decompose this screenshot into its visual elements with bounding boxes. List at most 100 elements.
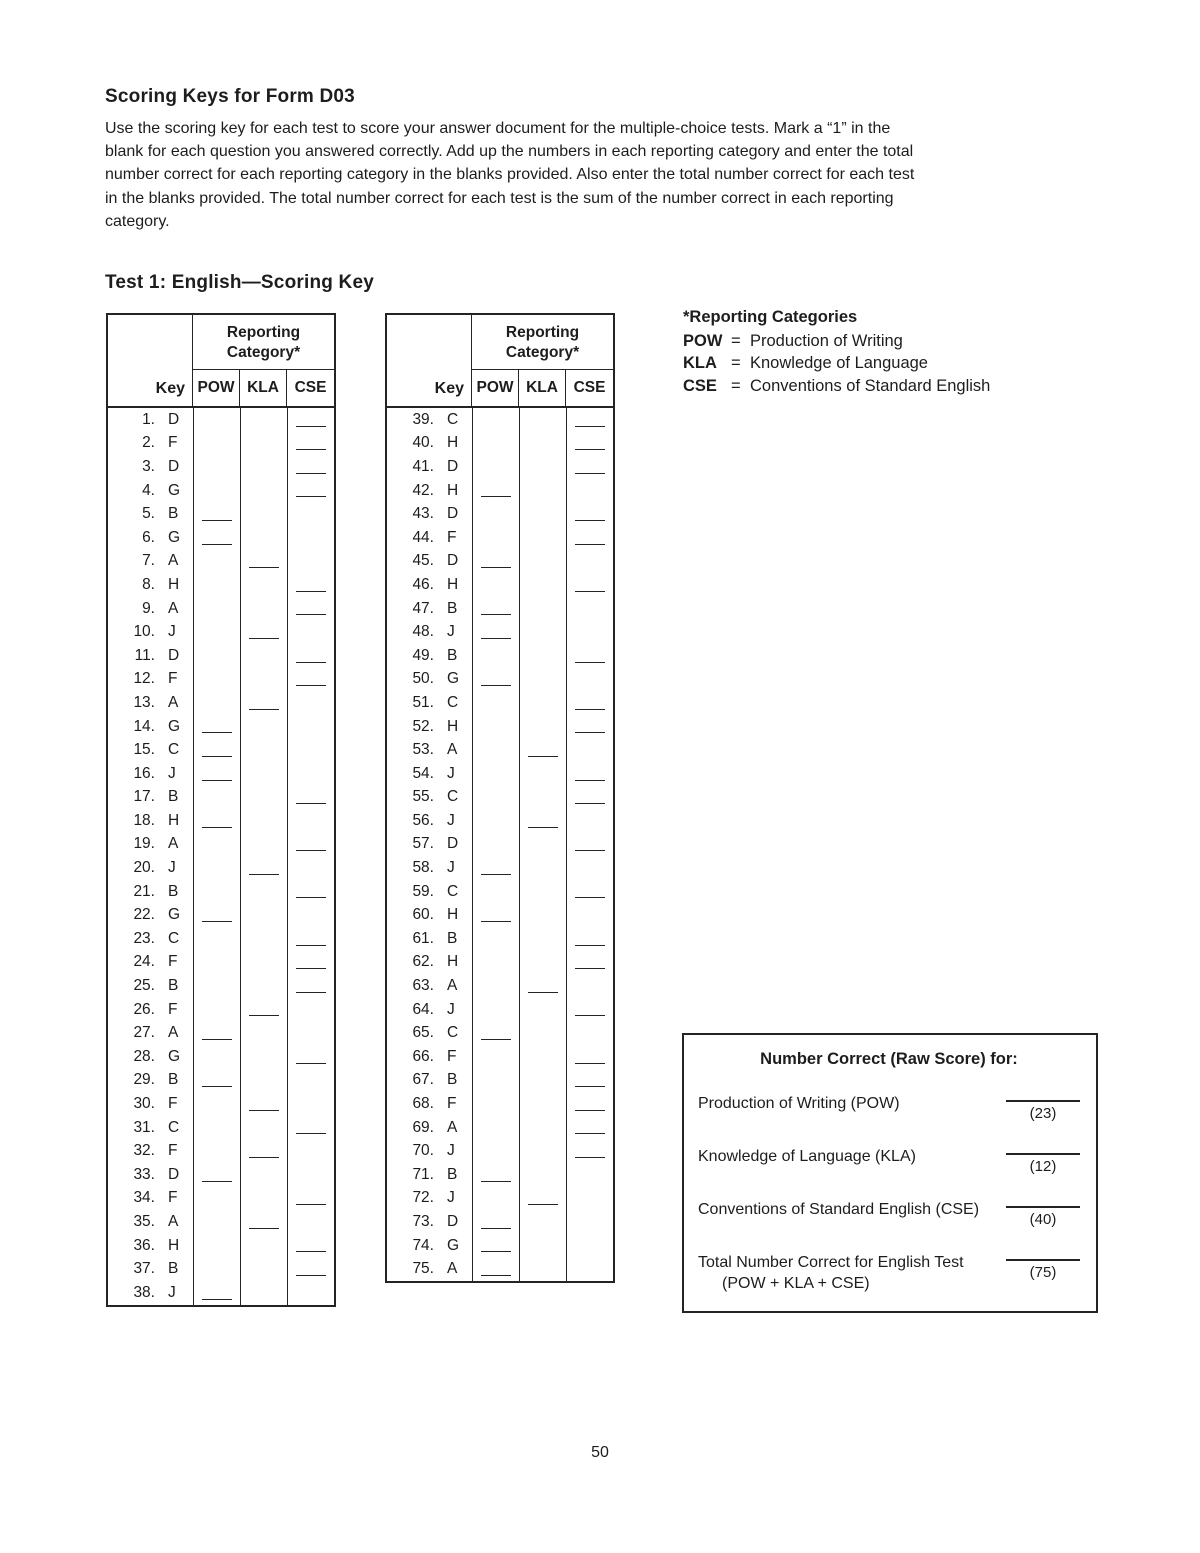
question-number: 69. [412, 1118, 434, 1136]
category-cell-cse [567, 432, 613, 456]
answer-letter: G [168, 906, 181, 924]
question-number: 12. [133, 670, 155, 688]
category-cell-kla [241, 1092, 288, 1116]
answer-letter: G [168, 481, 181, 499]
score-blank-line [481, 496, 511, 498]
score-blank-line [481, 1274, 511, 1276]
score-blank-line [249, 567, 279, 569]
question-key-cell: 6. G [108, 525, 194, 550]
question-key-cell: 58. J [387, 856, 473, 880]
raw-score-row-kla: Knowledge of Language (KLA) (12) [698, 1137, 1080, 1175]
category-cell-pow [194, 974, 241, 998]
answer-letter: F [447, 528, 457, 546]
answer-letter: A [447, 977, 458, 995]
category-cell-kla [520, 974, 567, 998]
question-number: 23. [133, 929, 155, 947]
question-key-cell: 43. D [387, 502, 473, 526]
key-row: 4. G [108, 478, 334, 503]
question-number: 64. [412, 1000, 434, 1018]
category-cell-cse [288, 1281, 334, 1305]
category-cell-pow [194, 1233, 241, 1258]
score-blank-line [575, 968, 605, 970]
category-cell-pow [473, 691, 520, 715]
answer-letter: H [168, 1236, 180, 1254]
category-cell-cse [567, 597, 613, 621]
answer-letter: B [447, 1165, 458, 1183]
equals-sign: = [731, 376, 741, 395]
category-cell-pow [194, 549, 241, 574]
score-blank-line [481, 614, 511, 616]
answer-letter: J [447, 1000, 455, 1018]
score-blank-line [575, 1157, 605, 1158]
category-cell-pow [194, 879, 241, 904]
score-blank-line [575, 779, 605, 781]
question-key-cell: 20. J [108, 856, 194, 880]
equals-sign: = [731, 354, 741, 373]
answer-letter: D [168, 1165, 180, 1183]
category-cell-pow [194, 738, 241, 762]
category-cell-pow [194, 1115, 241, 1140]
score-blank-line [575, 1086, 605, 1088]
section-title: Test 1: English—Scoring Key [105, 272, 374, 293]
key-row: 45. D [387, 549, 613, 574]
category-cell-cse [567, 620, 613, 644]
key-row: 15. C [108, 738, 334, 762]
category-cell-cse [288, 903, 334, 927]
question-key-cell: 72. J [387, 1186, 473, 1211]
category-cell-cse [288, 998, 334, 1022]
score-blank-line [202, 779, 232, 781]
answer-letter: F [168, 434, 178, 452]
category-cell-cse [567, 573, 613, 597]
category-cell-cse [567, 951, 613, 975]
answer-letter: J [447, 1142, 455, 1160]
category-cell-cse [288, 668, 334, 692]
question-number: 43. [412, 505, 434, 523]
key-row: 50. G [387, 667, 613, 692]
category-cell-pow [473, 1163, 520, 1187]
category-cell-kla [520, 620, 567, 644]
legend-name: Knowledge of Language [750, 354, 928, 373]
category-cell-cse [567, 1139, 613, 1163]
question-number: 22. [133, 906, 155, 924]
category-cell-pow [473, 879, 520, 904]
score-blank-line [481, 1039, 511, 1041]
score-blank-line [202, 1180, 232, 1182]
answer-letter: F [168, 1000, 178, 1018]
answer-letter: A [447, 1260, 458, 1278]
category-cell-pow [473, 549, 520, 574]
question-number: 45. [412, 552, 434, 570]
score-blank-line [296, 944, 326, 946]
category-cell-cse [288, 927, 334, 951]
score-blank-line [481, 873, 511, 875]
question-key-cell: 29. B [108, 1068, 194, 1093]
score-blank-line [296, 449, 326, 451]
question-number: 44. [412, 528, 434, 546]
category-cell-pow [473, 478, 520, 503]
category-cell-cse [288, 550, 334, 574]
category-cell-kla [241, 879, 288, 904]
category-cell-pow [194, 761, 241, 786]
table-header: Key Reporting Category* POW KLA CSE [387, 315, 613, 408]
category-cell-kla [520, 927, 567, 951]
key-row: 51. C [387, 691, 613, 715]
question-key-cell: 41. D [387, 455, 473, 479]
question-number: 68. [412, 1095, 434, 1113]
score-blank-line [575, 449, 605, 451]
question-key-cell: 31. C [108, 1115, 194, 1140]
question-number: 46. [412, 575, 434, 593]
category-cell-pow [194, 809, 241, 833]
key-row: 61. B [387, 927, 613, 951]
category-cell-pow [473, 809, 520, 833]
question-key-cell: 27. A [108, 1021, 194, 1046]
key-row: 10. J [108, 620, 334, 644]
category-cell-cse [288, 1069, 334, 1093]
answer-letter: B [447, 599, 458, 617]
question-key-cell: 12. F [108, 667, 194, 692]
score-blank-line [528, 826, 558, 828]
legend-name: Production of Writing [750, 332, 903, 350]
key-row: 44. F [387, 525, 613, 550]
key-row: 34. F [108, 1186, 334, 1211]
category-cell-kla [520, 714, 567, 739]
max-score: (23) [1029, 1105, 1057, 1122]
answer-letter: H [447, 575, 459, 593]
